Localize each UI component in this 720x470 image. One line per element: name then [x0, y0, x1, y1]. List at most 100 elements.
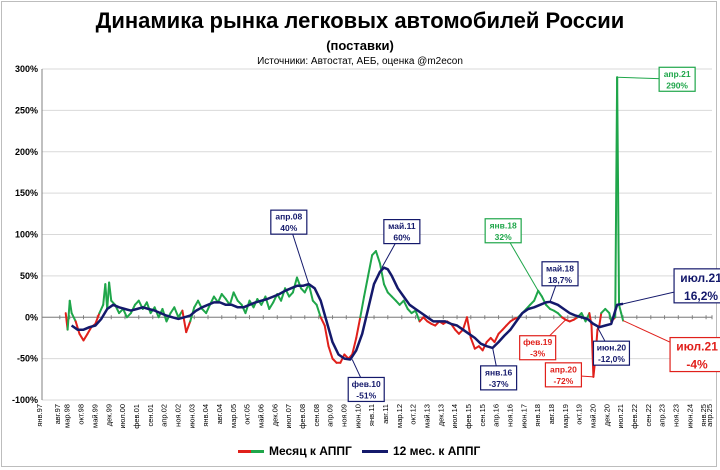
annotation-value: -4% — [686, 358, 708, 372]
series-month-segment — [537, 289, 543, 298]
x-tick-label: ноя.16 — [505, 404, 514, 427]
y-tick-label: 250% — [15, 105, 38, 115]
series-month-segment — [351, 336, 358, 356]
series-month-segment — [268, 301, 275, 310]
series-month-segment — [355, 316, 362, 339]
x-tick-label: янв.25 — [699, 404, 708, 427]
annotation-box — [673, 268, 720, 304]
series-month-segment — [228, 291, 235, 306]
annotation-may11: май.11 60% — [381, 219, 421, 268]
x-tick-label: фев.08 — [298, 404, 307, 429]
series-month-segment — [323, 324, 330, 348]
annotation-box — [658, 66, 696, 92]
annotation-box — [484, 218, 522, 244]
annotation-date: янв.18 — [490, 220, 517, 230]
series-month-segment — [216, 293, 223, 304]
x-tick-label: сен.22 — [644, 404, 653, 427]
x-tick-label: июл.21 — [616, 404, 625, 428]
x-tick-label: ноя.23 — [671, 404, 680, 427]
x-tick-label: апр.02 — [160, 404, 169, 427]
x-tick-label: сен.01 — [146, 404, 155, 427]
series-month-segment — [359, 295, 366, 319]
annotation-jul21_12m: июл.21 16,2% — [622, 268, 720, 305]
annotation-value: -37% — [489, 379, 509, 389]
x-tick-label: июн.10 — [353, 404, 362, 428]
series-month-segment — [533, 289, 540, 302]
x-tick-label: авг.11 — [381, 404, 390, 424]
x-tick-label: мар.12 — [395, 404, 404, 428]
x-tick-label: май.20 — [588, 404, 597, 428]
annotation-value: 60% — [393, 233, 410, 243]
x-tick-label: дек.20 — [602, 404, 611, 426]
x-tick-label: апр.25 — [705, 404, 714, 427]
series-month-segment — [378, 262, 385, 286]
annotation-box — [519, 335, 557, 361]
annotation-date: фев.19 — [523, 337, 552, 347]
x-tick-label: окт.12 — [409, 404, 418, 425]
annotation-value: 40% — [280, 223, 297, 233]
series-month-segment — [98, 303, 105, 315]
x-tick-label: дек.13 — [436, 404, 445, 426]
x-tick-label: апр.16 — [492, 404, 501, 427]
x-tick-label: авг.18 — [547, 404, 556, 424]
x-tick-label: июл.00 — [118, 404, 127, 428]
series-month-segment — [590, 324, 595, 378]
y-tick-label: 150% — [15, 188, 38, 198]
series-month-segment — [469, 336, 476, 350]
x-tick-label: фев.15 — [464, 404, 473, 429]
annotation-date: фев.10 — [352, 379, 381, 389]
annotation-value: 16,2% — [684, 289, 718, 303]
legend-item-12m: 12 мес. к АППГ — [362, 444, 480, 458]
annotation-date: июн.20 — [597, 343, 627, 353]
annotation-value: 290% — [666, 80, 688, 90]
series-month-segment — [70, 312, 77, 323]
x-tick-label: янв.11 — [367, 404, 376, 426]
series-month-segment — [319, 316, 326, 327]
series-month — [64, 76, 625, 378]
legend-swatch-month — [238, 449, 264, 453]
annotation-jan16: янв.16 -37% — [480, 347, 518, 391]
x-tick-label: июл.14 — [450, 404, 459, 428]
series-month-segment — [78, 332, 85, 342]
y-tick-label: 0% — [25, 312, 38, 322]
y-tick-label: 100% — [15, 230, 38, 240]
series-12m-line — [70, 266, 624, 361]
annotation-date: апр.21 — [664, 69, 691, 79]
x-tick-label: июн.17 — [519, 404, 528, 428]
series-month-segment — [618, 303, 623, 315]
series-month-segment — [173, 306, 180, 319]
annotation-box — [270, 209, 308, 235]
annotation-jan18: янв.18 32% — [484, 218, 539, 292]
x-tick-label: апр.09 — [326, 404, 335, 427]
x-tick-label: май.99 — [90, 404, 99, 428]
annotation-date: июл.21 — [676, 340, 718, 354]
x-tick-label: дек.06 — [270, 404, 279, 426]
y-tick-label: 50% — [20, 271, 38, 281]
annotation-value: 18,7% — [548, 275, 573, 285]
series-month-segment — [94, 312, 101, 325]
series-month-segment — [66, 299, 71, 331]
annotation-value: -72% — [553, 376, 573, 386]
annotation-value: -3% — [530, 349, 546, 359]
annotation-apr20: апр.20 -72% — [544, 362, 594, 388]
x-tick-label: окт.19 — [575, 404, 584, 425]
series-month-segment — [232, 291, 239, 302]
annotation-date: янв.16 — [485, 367, 512, 377]
x-tick-label: мар.05 — [229, 404, 238, 428]
series-month-segment — [374, 250, 381, 265]
x-tick-label: янв.04 — [201, 404, 210, 427]
series-month-segment — [616, 76, 621, 306]
annotation-box — [669, 336, 720, 373]
x-tick-label: июн.03 — [187, 404, 196, 428]
x-tick-label: ноя.09 — [339, 404, 348, 427]
series-month-segment — [367, 254, 374, 277]
x-tick-label: фев.01 — [132, 404, 141, 429]
chart-title: Динамика рынка легковых автомобилей Росс… — [95, 8, 625, 33]
series-month-segment — [598, 312, 603, 327]
annotation-may18: май.18 18,7% — [541, 261, 579, 302]
annotation-box — [544, 362, 583, 388]
annotation-box — [541, 261, 579, 287]
